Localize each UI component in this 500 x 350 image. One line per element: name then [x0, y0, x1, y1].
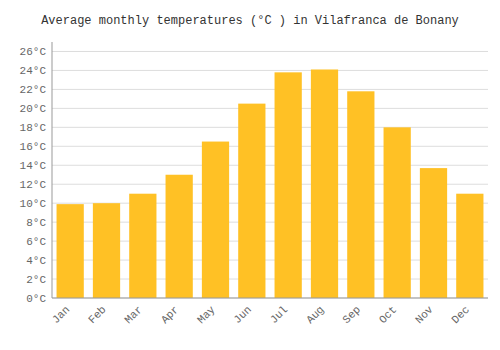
y-tick-label: 12°C	[20, 179, 47, 191]
grid-line	[52, 70, 488, 71]
y-axis-line	[52, 42, 53, 298]
x-tick-label: Apr	[159, 304, 181, 326]
grid-line	[52, 127, 488, 128]
x-tick-label: Nov	[413, 303, 436, 326]
grid-line	[52, 298, 488, 299]
y-tick-label: 26°C	[20, 46, 47, 58]
grid-line	[52, 165, 488, 166]
bar	[456, 194, 483, 298]
x-tick-label: Jun	[231, 304, 253, 326]
x-tick-label: Sep	[340, 304, 362, 326]
y-tick-label: 0°C	[26, 293, 46, 305]
y-tick-label: 6°C	[26, 236, 46, 248]
bar	[275, 72, 302, 298]
chart: 0°C 2°C 4°C 6°C 8°C 10°C 12°C 14°C 16°C 18°C 20°C 2…	[0, 0, 500, 350]
grid-line	[52, 108, 488, 109]
x-tick-label: Mar	[122, 304, 144, 326]
grid-line	[52, 146, 488, 147]
x-tick-label: Jan	[50, 304, 72, 326]
y-tick-label: 16°C	[20, 141, 47, 153]
grid-line	[52, 89, 488, 90]
bars	[57, 69, 484, 298]
y-tick-label: 10°C	[20, 198, 47, 210]
y-tick-label: 20°C	[20, 103, 47, 115]
x-tick-label: May	[195, 303, 218, 326]
x-tick-label: Jul	[268, 304, 290, 326]
y-tick-label: 2°C	[26, 274, 46, 286]
x-axis-line	[52, 298, 488, 299]
bar	[93, 203, 120, 298]
x-tick-label: Oct	[377, 304, 399, 326]
x-tick-label: Dec	[449, 304, 471, 326]
title: Average monthly temperatures (°C ) in Vi…	[41, 14, 459, 28]
y-tick-label: 8°C	[26, 217, 46, 229]
bar	[129, 194, 156, 298]
x-axis: Jan Feb Mar Apr May Jun Jul Aug Sep Oct Nov Dec	[50, 298, 488, 326]
bar	[202, 142, 229, 298]
y-tick-label: 18°C	[20, 122, 47, 134]
bar	[384, 127, 411, 298]
bar	[420, 168, 447, 298]
y-tick-label: 14°C	[20, 160, 47, 172]
y-tick-label: 22°C	[20, 84, 47, 96]
y-tick-label: 4°C	[26, 255, 46, 267]
bar	[238, 104, 265, 298]
bar	[347, 91, 374, 298]
background	[0, 0, 500, 350]
x-tick-label: Feb	[86, 304, 108, 326]
x-tick-label: Aug	[304, 304, 326, 326]
y-tick-label: 24°C	[20, 65, 47, 77]
bar	[166, 175, 193, 298]
y-axis: 0°C 2°C 4°C 6°C 8°C 10°C 12°C 14°C 16°C 18°C 20°C 2…	[20, 42, 488, 305]
grid-line	[52, 51, 488, 52]
bar	[57, 204, 84, 298]
bar	[311, 69, 338, 298]
